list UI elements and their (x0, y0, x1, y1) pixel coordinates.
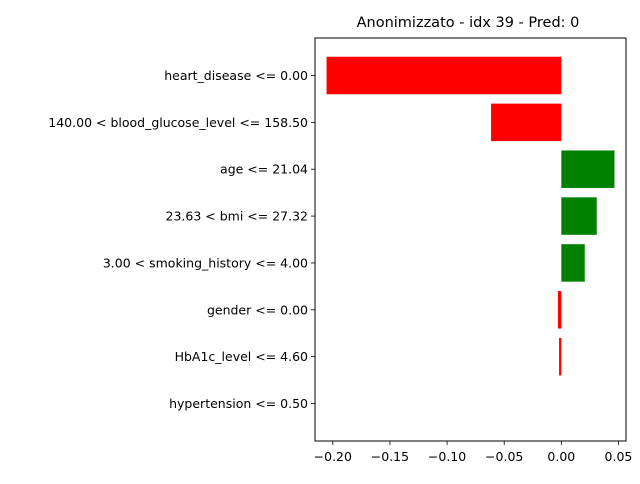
x-axis-ticks: −0.20 −0.15 −0.10 −0.05 0.00 0.05 (314, 441, 633, 464)
x-tick-label: 0.05 (605, 449, 633, 464)
x-tick-label: −0.20 (314, 449, 352, 464)
bars-layer (326, 56, 615, 376)
bar-6 (559, 337, 562, 376)
x-tick-label: −0.05 (485, 449, 523, 464)
chart-title: Anonimizzato - idx 39 - Pred: 0 (357, 15, 580, 31)
y-tick-label: 140.00 < blood_glucose_level <= 158.50 (48, 115, 308, 130)
y-tick-label: 3.00 < smoking_history <= 4.00 (103, 255, 308, 270)
y-axis-ticks: heart_disease <= 0.00 140.00 < blood_gluc… (48, 68, 315, 411)
x-tick-label: −0.10 (428, 449, 466, 464)
bar-2 (561, 150, 615, 188)
plot-area-frame (314, 37, 627, 442)
x-tick-label: −0.15 (371, 449, 409, 464)
y-tick-label: hypertension <= 0.50 (169, 396, 308, 411)
bar-0 (326, 56, 562, 95)
bar-5 (557, 291, 562, 329)
y-tick-label: 23.63 < bmi <= 27.32 (166, 209, 308, 224)
x-tick-label: 0.00 (547, 449, 575, 464)
y-tick-label: HbA1c_level <= 4.60 (175, 349, 308, 364)
y-tick-label: gender <= 0.00 (207, 302, 308, 317)
bar-4 (561, 244, 585, 282)
y-tick-label: heart_disease <= 0.00 (164, 68, 308, 83)
bar-3 (561, 197, 597, 235)
y-tick-label: age <= 21.04 (220, 162, 308, 177)
bar-1 (491, 103, 562, 142)
